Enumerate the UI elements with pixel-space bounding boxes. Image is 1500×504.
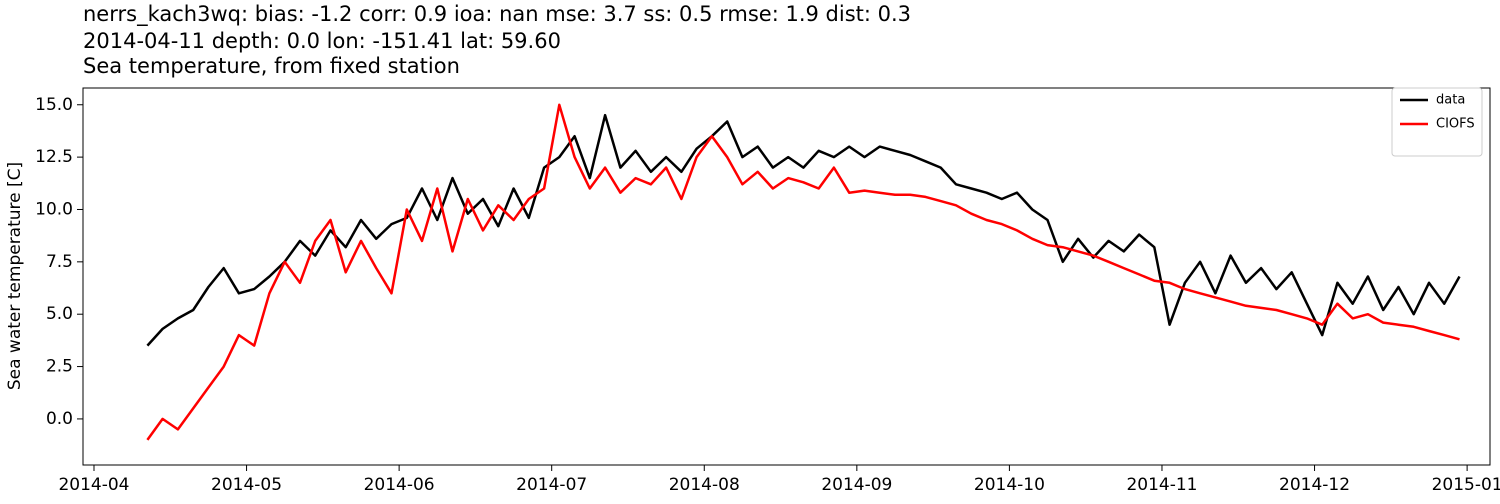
chart-title: nerrs_kach3wq: bias: -1.2 corr: 0.9 ioa:…: [83, 2, 911, 27]
x-tick-label: 2014-11: [1126, 475, 1197, 495]
x-tick-label: 2014-04: [58, 475, 129, 495]
x-tick-label: 2015-01: [1432, 475, 1500, 495]
x-tick-label: 2014-06: [364, 475, 435, 495]
data-line: [146, 113, 1461, 347]
y-tick-label: 15.0: [35, 95, 73, 115]
legend-label: data: [1436, 93, 1465, 108]
x-tick-label: 2014-08: [669, 475, 740, 495]
x-tick-label: 2014-12: [1279, 475, 1350, 495]
x-tick-label: 2014-07: [516, 475, 587, 495]
x-tick-label: 2014-10: [974, 475, 1045, 495]
y-tick-label: 7.5: [46, 252, 73, 272]
legend-box: [1391, 87, 1483, 157]
data-line: [146, 103, 1460, 441]
y-axis-label: Sea water temperature [C]: [5, 162, 25, 390]
y-tick-label: 5.0: [46, 304, 73, 324]
x-tick-label: 2014-05: [211, 475, 282, 495]
y-tick-label: 2.5: [46, 357, 73, 377]
y-tick-label: 12.5: [35, 147, 73, 167]
chart-subtitle: 2014-04-11 depth: 0.0 lon: -151.41 lat: …: [83, 29, 561, 53]
chart-subtitle: Sea temperature, from fixed station: [83, 54, 460, 78]
legend-label: CIOFS: [1436, 117, 1475, 132]
y-tick-label: 0.0: [46, 409, 73, 429]
plot-frame: [82, 87, 1491, 466]
y-tick-label: 10.0: [35, 199, 73, 219]
x-tick-label: 2014-09: [821, 475, 892, 495]
